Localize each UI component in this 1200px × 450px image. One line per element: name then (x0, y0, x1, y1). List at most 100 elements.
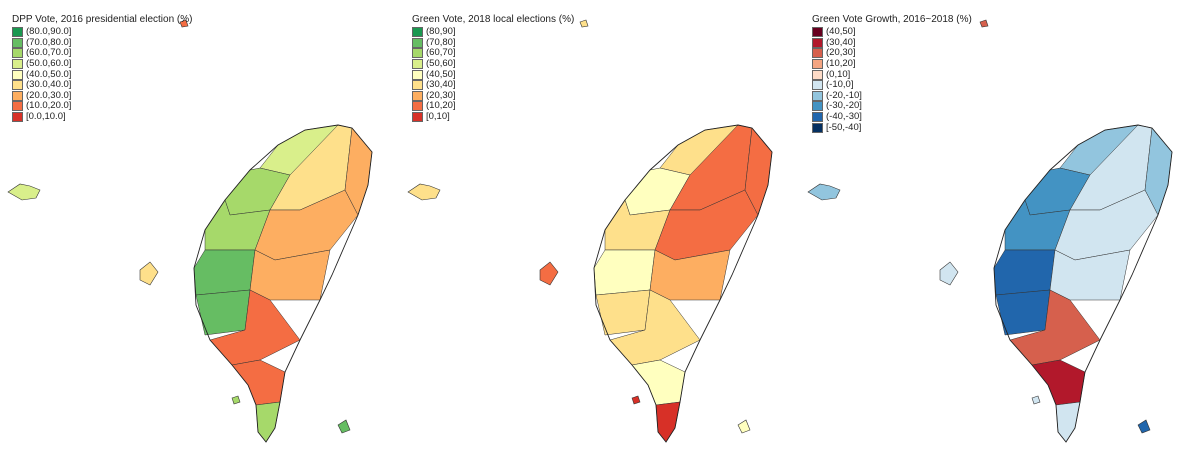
legend-swatch (12, 69, 23, 80)
legend-entry: (20,30] (812, 48, 972, 59)
legend-title: Green Vote, 2018 local elections (%) (412, 14, 575, 25)
choropleth-map (807, 19, 1173, 443)
legend-entry: [0,10] (412, 112, 574, 123)
map-panel-green-2018: Green Vote, 2018 local elections (%) (80… (400, 0, 800, 450)
offshore-island (139, 261, 159, 286)
legend-swatch (12, 112, 23, 123)
legend-title: DPP Vote, 2016 presidential election (%) (12, 14, 193, 25)
legend-entry: (50,60] (412, 59, 574, 70)
legend: DPP Vote, 2016 presidential election (%)… (12, 14, 193, 123)
legend-swatch (412, 59, 423, 70)
legend-entries: (40,50] (30,40] (20,30] (10,20] (0,10] (-10,0… (812, 27, 972, 133)
offshore-island (7, 183, 41, 201)
legend-entry: (80.0,90.0] (12, 27, 192, 38)
offshore-island (579, 19, 589, 28)
legend-entry: (50.0,60.0] (12, 59, 192, 70)
offshore-island (231, 395, 241, 405)
legend-entry: (30,40] (412, 80, 574, 91)
legend: Green Vote Growth, 2016~2018 (%) (40,50]… (812, 14, 972, 133)
legend-entry: (40,50] (412, 69, 574, 80)
legend: Green Vote, 2018 local elections (%) (80… (412, 14, 575, 123)
offshore-island (539, 261, 559, 286)
legend-label: (30.0,40.0] (26, 79, 72, 91)
map-region (993, 249, 1056, 296)
map-region (193, 249, 256, 296)
legend-entry: (70.0,80.0] (12, 36, 192, 49)
legend-swatch (812, 112, 823, 123)
legend-swatch (812, 27, 823, 38)
legend-entry: (60.0,70.0] (12, 48, 192, 59)
offshore-island (939, 261, 959, 286)
map-panel-dpp-2016: DPP Vote, 2016 presidential election (%)… (0, 0, 400, 450)
legend-swatch (12, 59, 23, 70)
legend-label: (80,90] (426, 26, 456, 38)
legend-entry: (10.0,20.0] (12, 101, 192, 112)
legend-entry: [0.0,10.0] (12, 112, 192, 123)
legend-entry: (30,40] (812, 36, 972, 49)
island-outline (993, 124, 1173, 443)
legend-label: (10,20] (426, 100, 456, 112)
legend-swatch (412, 90, 423, 101)
legend-entry: (0,10] (812, 69, 972, 80)
choropleth-map (7, 19, 373, 443)
legend-swatch (12, 37, 23, 48)
legend-swatch (412, 37, 423, 48)
legend-entry: (-10,0] (812, 80, 972, 91)
map-region (249, 249, 331, 301)
legend-entry: (80,90] (412, 27, 574, 38)
legend-label: (-10,0] (826, 79, 854, 91)
legend-swatch (412, 69, 423, 80)
island-outline (593, 124, 773, 443)
legend-entry: (70,80] (412, 37, 574, 49)
legend-swatch (812, 59, 823, 70)
legend-entry: (30.0,40.0] (12, 80, 192, 91)
legend-entries: (80.0,90.0] (70.0,80.0] (60.0,70.0] (50.0,6… (12, 27, 192, 123)
legend-label: (-40,-30] (826, 111, 862, 123)
legend-label: (40,50] (426, 68, 456, 80)
offshore-island (337, 419, 351, 434)
legend-swatch (812, 80, 823, 91)
offshore-island (807, 183, 841, 201)
legend-entry: (20.0,30.0] (12, 89, 192, 102)
legend-swatch (812, 122, 823, 133)
legend-swatch (412, 27, 423, 38)
legend-label: [-50,-40] (826, 121, 862, 133)
map-region (231, 359, 286, 406)
offshore-island (979, 19, 989, 28)
map-region (631, 359, 686, 406)
map-region (195, 289, 251, 336)
legend-label: (10.0,20.0] (26, 100, 72, 112)
map-region (1031, 359, 1086, 406)
legend-swatch (412, 80, 423, 91)
legend-label: (70.0,80.0] (26, 36, 72, 48)
legend-entries: (80,90] (70,80] (60,70] (50,60] (40,50] (30,4… (412, 27, 574, 123)
legend-label: (20,30] (826, 47, 856, 59)
legend-label: (30,40] (826, 36, 856, 48)
legend-label: [0.0,10.0] (26, 111, 66, 123)
legend-swatch (812, 37, 823, 48)
map-region (995, 289, 1051, 336)
legend-entry: (-30,-20] (812, 101, 972, 112)
legend-swatch (12, 90, 23, 101)
legend-swatch (12, 101, 23, 112)
offshore-island (737, 419, 751, 434)
offshore-island (179, 19, 189, 28)
legend-swatch (812, 101, 823, 112)
legend-entry: (-40,-30] (812, 112, 972, 123)
map-region (595, 289, 651, 336)
legend-entry: [-50,-40] (812, 122, 972, 133)
legend-label: (20.0,30.0] (26, 89, 72, 101)
legend-swatch (812, 90, 823, 101)
map-region (649, 249, 731, 301)
legend-label: (40.0,50.0] (26, 68, 72, 80)
legend-label: [0,10] (426, 111, 450, 123)
legend-swatch (12, 80, 23, 91)
legend-entry: (10,20] (412, 101, 574, 112)
legend-label: (-20,-10] (826, 89, 862, 101)
map-region (593, 249, 656, 296)
offshore-island (1031, 395, 1041, 405)
offshore-island (407, 183, 441, 201)
legend-label: (0,10] (826, 68, 851, 80)
legend-label: (40,50] (826, 26, 856, 38)
legend-swatch (412, 48, 423, 59)
